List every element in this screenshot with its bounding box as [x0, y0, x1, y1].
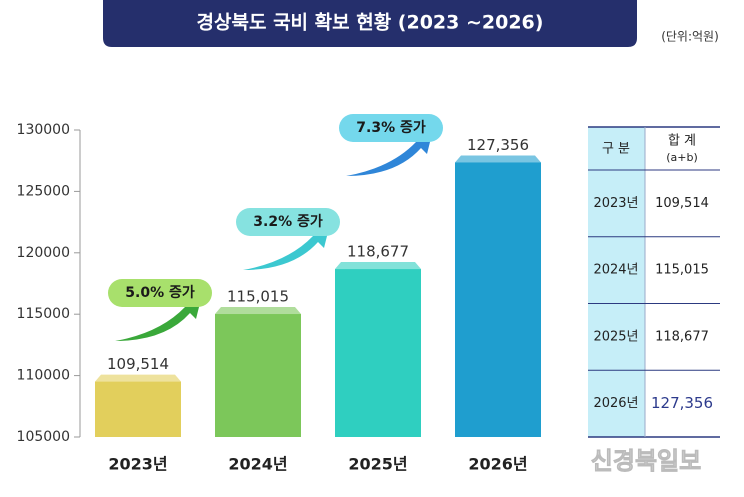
- bar-cap: [335, 262, 421, 270]
- table-col-bg: [588, 127, 645, 437]
- table-header: 구 분: [602, 142, 630, 157]
- table-cell: 2024년: [593, 263, 638, 278]
- bar: [455, 162, 541, 437]
- table-header: 합 계: [668, 134, 696, 149]
- table: 구 분 합 계 (a+b) 2023년 109,514 2024년 115,015 20…: [588, 126, 720, 438]
- x-tick-label: 2024년: [228, 455, 287, 474]
- annotation: 5.0% 증가: [125, 285, 195, 301]
- y-tick-label: 130000: [17, 122, 70, 138]
- x-tick-label: 2023년: [108, 455, 167, 474]
- bar-cap: [95, 374, 181, 382]
- table-cell: 2025년: [593, 329, 638, 344]
- table-cell: 115,015: [655, 263, 709, 278]
- table-cell: 2026년: [593, 396, 638, 411]
- table-cell: 2023년: [593, 196, 638, 211]
- bar: [215, 314, 301, 437]
- value-label: 109,514: [107, 355, 169, 373]
- y-tick-label: 110000: [17, 368, 70, 384]
- watermark: 신경북일보: [591, 447, 701, 475]
- annotation-pill: [339, 114, 443, 142]
- unit-label: (단위:억원): [661, 30, 719, 44]
- table-cell: 109,514: [655, 196, 709, 211]
- y-tick-label: 105000: [17, 429, 70, 445]
- bar-cap: [455, 155, 541, 163]
- y-tick-label: 115000: [17, 306, 70, 322]
- chart-title: 경상북도 국비 확보 현황 (2023 ~2026): [197, 11, 544, 34]
- bar: [95, 381, 181, 437]
- title-box: [103, 0, 637, 47]
- x-tick-label: 2025년: [348, 455, 407, 474]
- bar-cap: [215, 307, 301, 315]
- y-tick-label: 120000: [17, 245, 70, 261]
- annotation: 7.3% 증가: [356, 120, 426, 136]
- annotation: 3.2% 증가: [253, 214, 323, 230]
- y-tick-label: 125000: [17, 183, 70, 199]
- table-header: (a+b): [666, 151, 698, 164]
- bar: [335, 269, 421, 437]
- value-label: 127,356: [467, 136, 529, 154]
- annotation-pill: [108, 279, 212, 307]
- x-tick-label: 2026년: [468, 455, 527, 474]
- table-cell: 118,677: [655, 329, 709, 344]
- table-cell: 127,356: [651, 394, 713, 412]
- value-label: 115,015: [227, 288, 289, 306]
- annotation-pill: [236, 208, 340, 236]
- value-label: 118,677: [347, 243, 409, 261]
